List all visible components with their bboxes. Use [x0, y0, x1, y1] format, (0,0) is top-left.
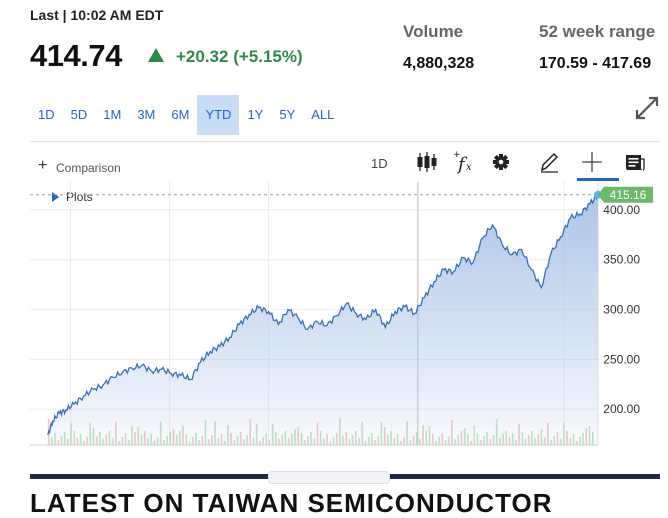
week-range-label: 52 week range: [539, 22, 656, 41]
scroll-handle[interactable]: [268, 471, 390, 484]
range-5d[interactable]: 5D: [70, 107, 88, 122]
volume-value: 4,880,328: [403, 55, 475, 72]
y-tick-label: 400.00: [603, 203, 640, 217]
y-tick-label: 350.00: [603, 253, 640, 267]
toolbar-divider: [30, 141, 660, 142]
last-price: 414.74: [30, 38, 122, 73]
crosshair-icon[interactable]: [581, 150, 603, 174]
price-area: [47, 195, 598, 445]
range-3m[interactable]: 3M: [137, 107, 156, 122]
range-1y[interactable]: 1Y: [247, 107, 264, 122]
candlestick-icon[interactable]: [416, 150, 438, 174]
price-line: [47, 193, 599, 436]
draw-pencil-icon[interactable]: [538, 150, 560, 174]
plus-icon[interactable]: +: [38, 157, 48, 174]
expand-icon[interactable]: [634, 95, 660, 121]
range-1m[interactable]: 1M: [103, 107, 122, 122]
svg-text:+: +: [453, 150, 461, 160]
up-arrow-icon: [148, 48, 164, 62]
range-5y[interactable]: 5Y: [279, 107, 296, 122]
range-ytd[interactable]: YTD: [197, 95, 240, 135]
range-6m[interactable]: 6M: [171, 107, 190, 122]
range-1d[interactable]: 1D: [38, 107, 55, 122]
y-tick-label: 300.00: [603, 303, 640, 317]
indicators-icon[interactable]: + f x: [452, 150, 474, 174]
comparison-button[interactable]: Comparison: [56, 161, 121, 175]
news-icon[interactable]: [624, 150, 646, 174]
gear-icon[interactable]: [490, 150, 512, 174]
week-range-value: 170.59 - 417.69: [539, 55, 652, 72]
last-price-badge: [598, 186, 653, 203]
active-tool-indicator: [577, 178, 619, 181]
volume-label: Volume: [403, 22, 464, 41]
plots-toggle[interactable]: Plots: [66, 190, 93, 204]
price-change: +20.32 (+5.15%): [176, 47, 303, 66]
range-all[interactable]: ALL: [311, 107, 335, 122]
last-price-badge-label: 415.16: [610, 188, 647, 202]
y-tick-label: 200.00: [603, 402, 640, 416]
interval-selector[interactable]: 1D: [371, 156, 388, 171]
svg-text:x: x: [466, 162, 472, 173]
news-section-headline: LATEST ON TAIWAN SEMICONDUCTOR: [30, 488, 553, 518]
expand-triangle-icon[interactable]: [52, 192, 59, 202]
last-updated-label: Last | 10:02 AM EDT: [30, 7, 164, 23]
time-range-selector: 1D 5D 1M 3M 6M YTD 1Y 5Y ALL: [30, 95, 342, 135]
y-tick-label: 250.00: [603, 352, 640, 366]
